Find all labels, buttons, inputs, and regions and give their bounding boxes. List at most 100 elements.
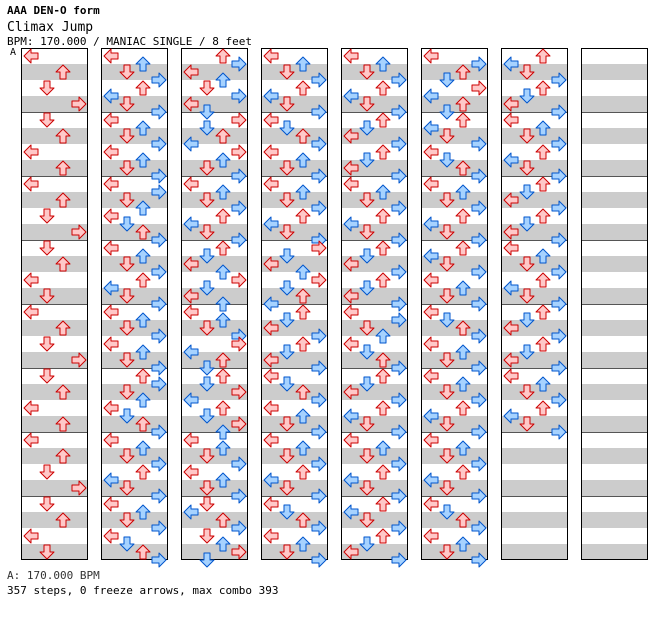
- up-arrow-icon: [135, 224, 151, 240]
- left-arrow-icon: [183, 256, 199, 272]
- right-arrow-icon: [471, 456, 487, 472]
- beat-band: [21, 128, 88, 144]
- down-arrow-icon: [359, 480, 375, 496]
- beat-band: [501, 352, 568, 368]
- right-arrow-icon: [151, 136, 167, 152]
- up-arrow-icon: [375, 368, 391, 384]
- right-arrow-icon: [311, 272, 327, 288]
- up-arrow-icon: [455, 280, 471, 296]
- up-arrow-icon: [295, 56, 311, 72]
- right-arrow-icon: [151, 232, 167, 248]
- left-arrow-icon: [343, 176, 359, 192]
- left-arrow-icon: [423, 368, 439, 384]
- left-arrow-icon: [423, 272, 439, 288]
- up-arrow-icon: [535, 48, 551, 64]
- up-arrow-icon: [375, 528, 391, 544]
- up-arrow-icon: [375, 328, 391, 344]
- down-arrow-icon: [519, 344, 535, 360]
- beat-band: [181, 64, 248, 80]
- down-arrow-icon: [199, 80, 215, 96]
- beat-band: [421, 160, 488, 176]
- left-arrow-icon: [423, 120, 439, 136]
- up-arrow-icon: [455, 376, 471, 392]
- down-arrow-icon: [439, 72, 455, 88]
- left-arrow-icon: [103, 112, 119, 128]
- right-arrow-icon: [311, 424, 327, 440]
- beat-band: [101, 224, 168, 240]
- down-arrow-icon: [359, 64, 375, 80]
- up-arrow-icon: [295, 128, 311, 144]
- down-arrow-icon: [39, 496, 55, 512]
- down-arrow-icon: [199, 408, 215, 424]
- beat-band: [21, 160, 88, 176]
- up-arrow-icon: [135, 80, 151, 96]
- down-arrow-icon: [119, 352, 135, 368]
- right-arrow-icon: [471, 424, 487, 440]
- beat-band: [501, 192, 568, 208]
- right-arrow-icon: [391, 136, 407, 152]
- right-arrow-icon: [551, 72, 567, 88]
- right-arrow-icon: [551, 104, 567, 120]
- right-arrow-icon: [471, 232, 487, 248]
- beat-band: [21, 480, 88, 496]
- up-arrow-icon: [55, 256, 71, 272]
- down-arrow-icon: [519, 128, 535, 144]
- left-arrow-icon: [343, 256, 359, 272]
- right-arrow-icon: [231, 232, 247, 248]
- left-arrow-icon: [263, 368, 279, 384]
- up-arrow-icon: [455, 160, 471, 176]
- left-arrow-icon: [103, 432, 119, 448]
- left-arrow-icon: [23, 272, 39, 288]
- beat-band: [21, 192, 88, 208]
- left-arrow-icon: [423, 432, 439, 448]
- right-arrow-icon: [471, 328, 487, 344]
- left-arrow-icon: [263, 256, 279, 272]
- right-arrow-icon: [551, 264, 567, 280]
- left-arrow-icon: [183, 136, 199, 152]
- up-arrow-icon: [215, 296, 231, 312]
- left-arrow-icon: [103, 472, 119, 488]
- left-arrow-icon: [503, 192, 519, 208]
- left-arrow-icon: [503, 240, 519, 256]
- right-arrow-icon: [551, 392, 567, 408]
- left-arrow-icon: [263, 48, 279, 64]
- left-arrow-icon: [343, 432, 359, 448]
- beat-band: [341, 544, 408, 560]
- right-arrow-icon: [311, 360, 327, 376]
- right-arrow-icon: [391, 520, 407, 536]
- beat-band: [21, 416, 88, 432]
- beat-band: [261, 320, 328, 336]
- left-arrow-icon: [23, 176, 39, 192]
- left-arrow-icon: [263, 88, 279, 104]
- left-arrow-icon: [503, 56, 519, 72]
- down-arrow-icon: [359, 120, 375, 136]
- up-arrow-icon: [135, 544, 151, 560]
- right-arrow-icon: [311, 520, 327, 536]
- left-arrow-icon: [23, 48, 39, 64]
- down-arrow-icon: [199, 104, 215, 120]
- right-arrow-icon: [231, 520, 247, 536]
- right-arrow-icon: [231, 384, 247, 400]
- beat-band: [181, 512, 248, 528]
- left-arrow-icon: [103, 400, 119, 416]
- right-arrow-icon: [311, 200, 327, 216]
- down-arrow-icon: [359, 320, 375, 336]
- beat-band: [101, 416, 168, 432]
- beat-band: [21, 352, 88, 368]
- right-arrow-icon: [231, 56, 247, 72]
- left-arrow-icon: [503, 112, 519, 128]
- beat-band: [421, 64, 488, 80]
- down-arrow-icon: [199, 448, 215, 464]
- up-arrow-icon: [455, 464, 471, 480]
- beat-band: [581, 416, 648, 432]
- up-arrow-icon: [375, 464, 391, 480]
- down-arrow-icon: [119, 408, 135, 424]
- left-arrow-icon: [183, 392, 199, 408]
- down-arrow-icon: [279, 480, 295, 496]
- left-arrow-icon: [183, 304, 199, 320]
- up-arrow-icon: [135, 272, 151, 288]
- right-arrow-icon: [151, 168, 167, 184]
- right-arrow-icon: [311, 456, 327, 472]
- chart-column-8: [581, 48, 648, 560]
- up-arrow-icon: [215, 440, 231, 456]
